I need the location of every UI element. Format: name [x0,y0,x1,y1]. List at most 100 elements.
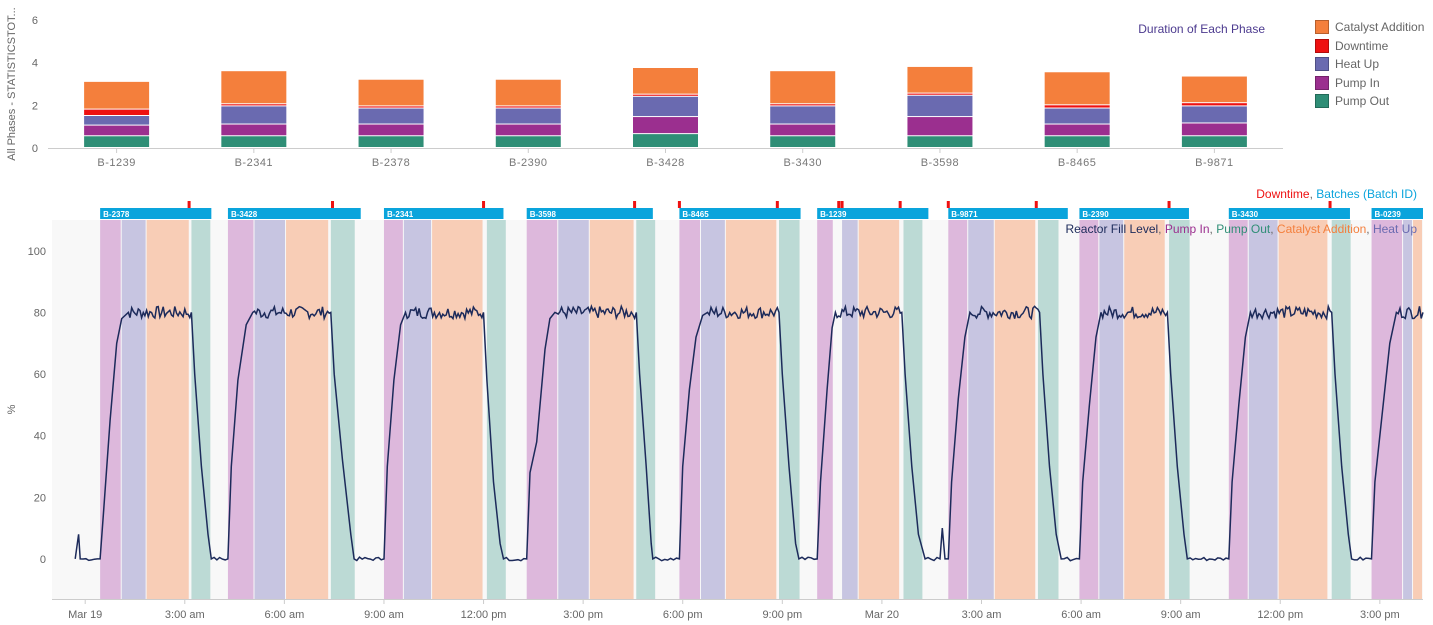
phase-band [121,220,146,599]
legend-item[interactable]: Heat Up [1315,55,1433,74]
bar-segment [1044,72,1110,105]
bar-segment [1044,105,1110,108]
x-tick-label: B-1239 [97,157,135,169]
batch-bar [1228,208,1350,219]
legend-series-item: Pump In [1165,222,1210,236]
phase-band [286,220,329,599]
y-tick-label: 6 [32,15,38,27]
phase-band [1124,220,1165,599]
y-tick-label: 0 [40,554,46,566]
bar-segment [633,96,698,117]
downtime-marker [482,201,486,208]
phase-band [227,220,254,599]
x-tick-label: B-9871 [1195,157,1233,169]
x-tick-label: 6:00 am [1061,609,1101,621]
bar-segment [1181,136,1247,147]
batch-bar [817,208,929,219]
bar-segment [1181,106,1247,123]
phase-band [842,220,858,599]
downtime-marker [1328,201,1332,208]
legend-item[interactable]: Pump In [1315,74,1433,93]
phase-legend: Catalyst Addition Downtime Heat Up Pump In P… [1315,18,1433,118]
bar-segment [1044,108,1110,124]
y-tick-label: 4 [32,58,38,70]
bar-segment [770,106,836,124]
phase-band [1278,220,1328,599]
bar-segment [1044,124,1110,136]
batch-bar [100,208,212,219]
batch-bar [1079,208,1189,219]
series-legend: Reactor Fill Level, Pump In, Pump Out, C… [1065,222,1417,236]
legend-label: Catalyst Addition [1335,20,1425,35]
batch-label: B-1239 [820,210,847,219]
bar-segment [1044,136,1110,147]
x-tick-label: 3:00 am [165,609,205,621]
x-tick-label: B-2341 [235,157,273,169]
downtime-marker [946,201,950,208]
legend-label: Pump In [1335,75,1380,90]
phase-band [254,220,286,599]
legend-item[interactable]: Pump Out [1315,92,1433,111]
legend-series-item: , [1158,222,1165,236]
phase-band [778,220,800,599]
downtime-marker [898,201,902,208]
phase-band [558,220,589,599]
x-tick-label: Mar 20 [865,609,899,621]
x-tick-label: 3:00 pm [1360,609,1400,621]
legend-swatch [1315,57,1329,72]
x-tick-label: B-8465 [1058,157,1096,169]
phase-band [968,220,994,599]
bar-segment [84,116,150,125]
downtime-marker [837,201,841,208]
x-tick-label: 3:00 pm [563,609,603,621]
legend-swatch [1315,20,1329,35]
batch-label: B-0239 [1375,210,1402,219]
x-tick-label: B-3598 [921,157,959,169]
legend-swatch [1315,75,1329,90]
batch-label: B-2341 [387,210,414,219]
batch-legend: Downtime, Batches (Batch ID) [1256,187,1417,201]
fill-level-line [74,303,1424,562]
downtime-marker [840,201,844,208]
phase-band [1371,220,1403,599]
bar-segment [221,104,287,106]
bar-segment [770,136,836,147]
bar-segment [495,124,561,136]
bar-segment [907,66,973,93]
bar-segment [358,79,424,106]
batch-bar [383,208,504,219]
downtime-marker [1167,201,1171,208]
phase-band [1331,220,1351,599]
bar-segment [770,71,836,104]
legend-item[interactable]: Catalyst Addition [1315,18,1433,37]
bar-segment [495,79,561,106]
phase-band [1037,220,1059,599]
bar-segment [495,106,561,108]
phase-band [700,220,725,599]
legend-swatch [1315,38,1329,53]
legend-label: Heat Up [1335,57,1380,72]
y-tick-label: 80 [34,307,46,319]
legend-series-item: Heat Up [1373,222,1417,236]
bar-segment [358,124,424,136]
legend-label: Pump Out [1335,94,1390,109]
batch-bar [526,208,653,219]
y-tick-label: 2 [32,100,38,112]
bar-segment [1181,123,1247,136]
legend-item[interactable]: Downtime [1315,37,1433,56]
phase-band [1099,220,1124,599]
bar-segment [907,136,973,147]
bar-segment [358,108,424,124]
bar-segment [84,136,150,147]
bar-segment [907,95,973,117]
bar-segment [84,81,150,109]
y-tick-label: 0 [32,143,38,155]
bar-segment [84,109,150,115]
phase-band [725,220,777,599]
x-tick-label: 12:00 pm [461,609,507,621]
batch-label: B-8465 [682,210,709,219]
phase-band [589,220,634,599]
downtime-marker [633,201,637,208]
y-tick-label: 100 [28,246,46,258]
